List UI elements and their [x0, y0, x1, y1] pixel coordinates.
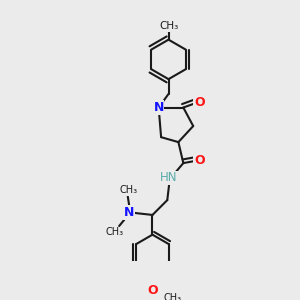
Text: HN: HN	[160, 171, 177, 184]
Text: O: O	[194, 96, 205, 109]
Text: O: O	[147, 284, 158, 297]
Text: O: O	[194, 154, 205, 167]
Text: N: N	[154, 101, 164, 114]
Text: N: N	[124, 206, 134, 219]
Text: CH₃: CH₃	[105, 227, 123, 237]
Text: CH₃: CH₃	[120, 185, 138, 195]
Text: CH₃: CH₃	[159, 21, 178, 31]
Text: CH₃: CH₃	[163, 292, 181, 300]
